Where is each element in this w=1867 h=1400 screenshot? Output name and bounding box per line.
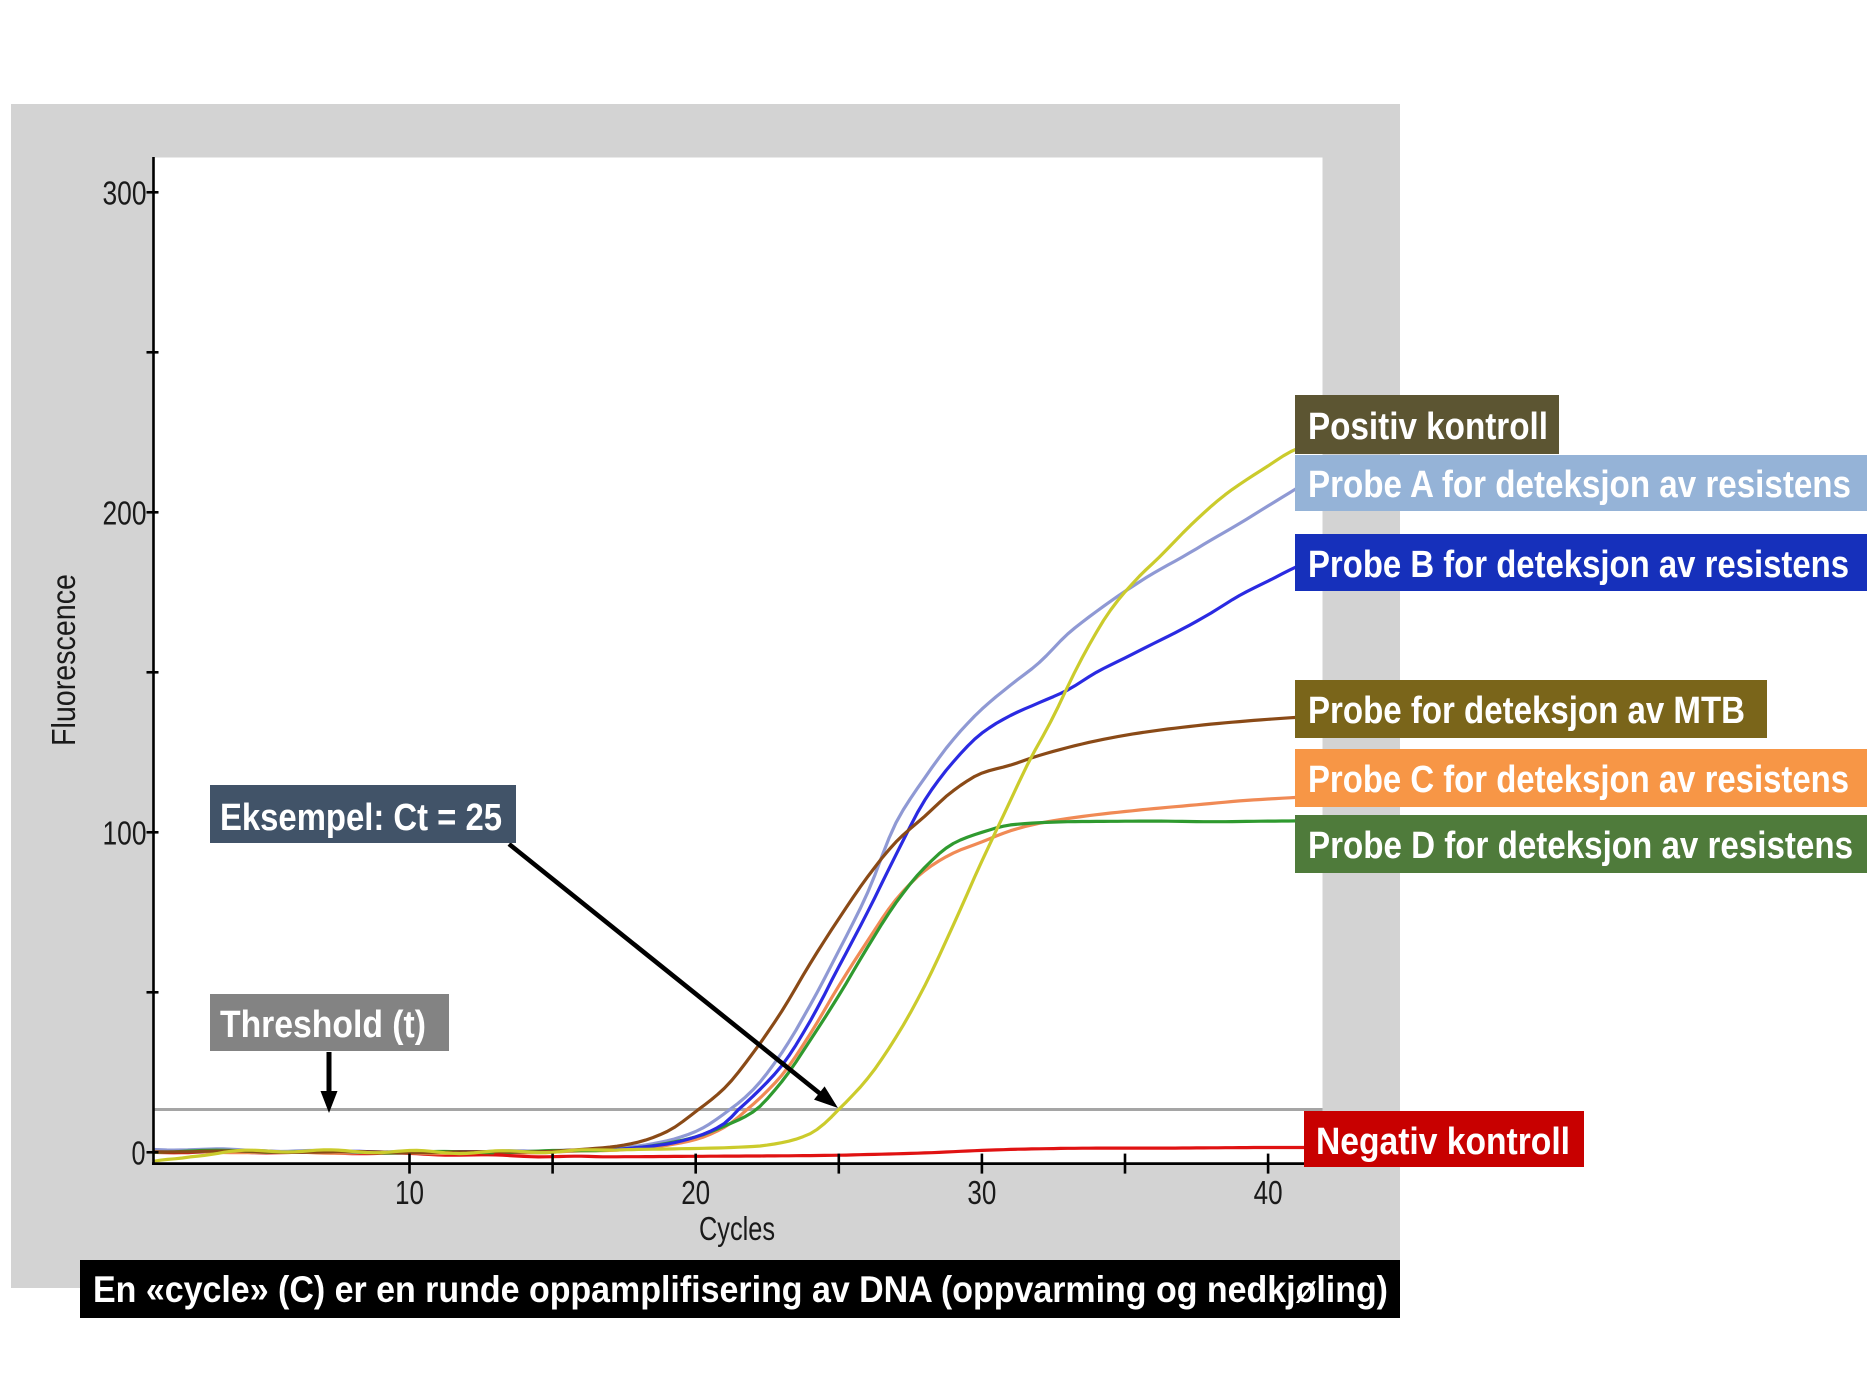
svg-text:10: 10 [395,1174,424,1211]
svg-text:30: 30 [967,1174,996,1211]
svg-text:Probe C for deteksjon av resis: Probe C for deteksjon av resistens [1308,759,1849,801]
svg-text:300: 300 [103,174,147,211]
svg-text:Negativ kontroll: Negativ kontroll [1316,1121,1570,1163]
svg-text:Probe D for deteksjon av resis: Probe D for deteksjon av resistens [1308,825,1853,867]
svg-text:Probe for deteksjon av MTB: Probe for deteksjon av MTB [1308,690,1745,732]
svg-text:Threshold (t): Threshold (t) [220,1004,426,1046]
svg-text:Cycles: Cycles [699,1210,775,1247]
svg-text:En «cycle» (C) er en runde opp: En «cycle» (C) er en runde oppamplifiser… [93,1269,1388,1310]
svg-text:Probe A for deteksjon av resis: Probe A for deteksjon av resistens [1308,464,1851,506]
svg-text:Positiv kontroll: Positiv kontroll [1308,406,1548,448]
svg-text:Probe B for deteksjon av resis: Probe B for deteksjon av resistens [1308,544,1849,586]
svg-text:40: 40 [1254,1174,1283,1211]
svg-text:20: 20 [681,1174,710,1211]
svg-text:100: 100 [103,814,147,851]
svg-text:200: 200 [103,494,147,531]
svg-text:Eksempel: Ct = 25: Eksempel: Ct = 25 [220,797,502,839]
svg-text:0: 0 [132,1134,146,1171]
svg-text:Fluorescence: Fluorescence [45,574,82,746]
